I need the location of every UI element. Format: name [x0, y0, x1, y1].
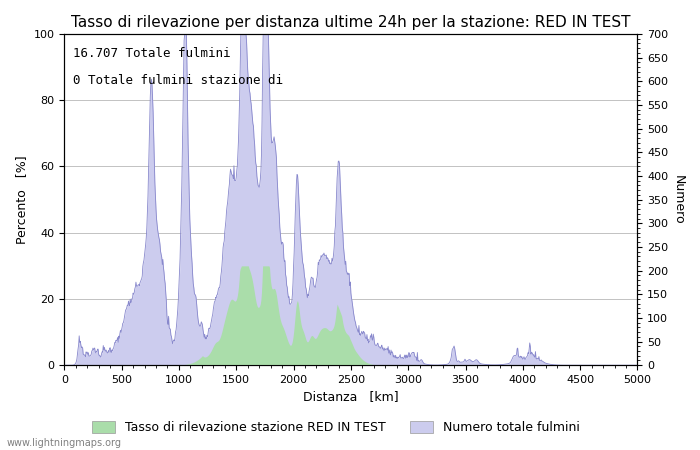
Legend: Tasso di rilevazione stazione RED IN TEST, Numero totale fulmini: Tasso di rilevazione stazione RED IN TES…: [88, 416, 584, 439]
X-axis label: Distanza   [km]: Distanza [km]: [303, 391, 399, 404]
Y-axis label: Numero: Numero: [672, 175, 685, 225]
Text: www.lightningmaps.org: www.lightningmaps.org: [7, 438, 122, 448]
Text: 16.707 Totale fulmini: 16.707 Totale fulmini: [73, 47, 230, 60]
Text: 0 Totale fulmini stazione di: 0 Totale fulmini stazione di: [73, 74, 283, 87]
Title: Tasso di rilevazione per distanza ultime 24h per la stazione: RED IN TEST: Tasso di rilevazione per distanza ultime…: [71, 15, 631, 30]
Y-axis label: Percento   [%]: Percento [%]: [15, 155, 28, 244]
